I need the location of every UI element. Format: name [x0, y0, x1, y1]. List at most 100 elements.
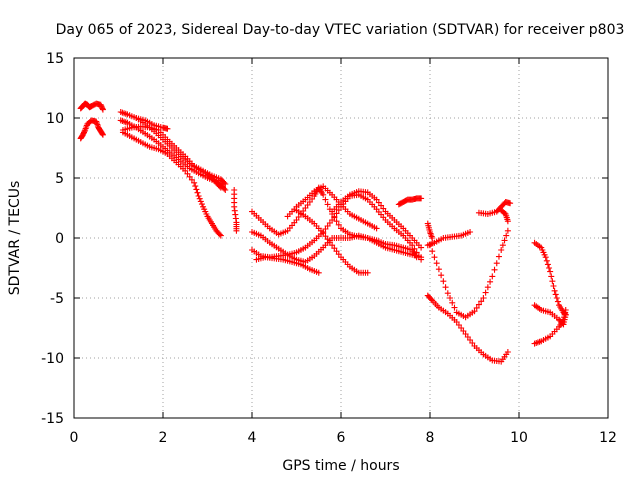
data-point [438, 272, 445, 279]
y-tick-label: -5 [50, 291, 64, 307]
data-point [431, 254, 438, 261]
x-axis-label: GPS time / hours [282, 458, 399, 474]
series-arc-r [427, 227, 511, 321]
data-point [221, 179, 228, 186]
data-point [484, 284, 491, 291]
data-point [231, 207, 238, 214]
grid-layer [74, 58, 608, 418]
y-tick-label: 10 [46, 111, 64, 127]
data-point [487, 278, 494, 285]
y-tick-label: -10 [41, 351, 64, 367]
data-point [232, 215, 239, 222]
data-point [544, 261, 551, 268]
data-point [451, 304, 458, 311]
data-point [507, 200, 514, 207]
data-point [409, 242, 416, 249]
data-point [482, 289, 489, 296]
data-point [504, 227, 511, 234]
data-point [478, 298, 485, 305]
x-tick-label: 4 [248, 430, 257, 446]
series-arc-q [424, 292, 511, 365]
series-arc-t [424, 220, 436, 241]
data-point [335, 207, 342, 214]
series-arc-a [77, 100, 106, 113]
y-tick-label: 0 [55, 231, 64, 247]
data-point [315, 269, 322, 276]
data-point [504, 218, 511, 225]
series-arc-l [253, 254, 322, 276]
x-tick-label: 8 [426, 430, 435, 446]
data-point [429, 248, 436, 255]
data-point [231, 203, 238, 210]
data-point [489, 273, 496, 280]
x-tick-label: 12 [599, 430, 617, 446]
data-point [554, 298, 561, 305]
data-point [222, 187, 229, 193]
data-point [324, 201, 331, 208]
data-point [320, 191, 327, 198]
data-point [195, 193, 202, 199]
data-point [164, 125, 171, 132]
data-point [493, 260, 500, 267]
tick-label-layer: 0 2 4 6 8 10 12 -15 -10 -5 0 5 10 15 [41, 51, 617, 446]
data-point [442, 284, 449, 291]
data-point [498, 247, 505, 253]
data-point [546, 265, 553, 271]
data-point [329, 217, 336, 223]
data-point [475, 301, 482, 308]
data-point [193, 186, 200, 193]
data-point [549, 278, 556, 285]
series-arc-p [395, 195, 425, 208]
series-arc-y [531, 307, 569, 347]
data-point [418, 195, 425, 202]
data-point [411, 245, 418, 252]
series-arc-g [133, 115, 171, 132]
data-point [435, 266, 442, 273]
data-point [548, 273, 555, 280]
data-point [335, 221, 342, 228]
series-arc-e [119, 123, 229, 187]
data-point [467, 229, 474, 235]
data-point [233, 227, 240, 234]
data-point [553, 295, 560, 301]
data-point [99, 106, 106, 113]
data-point [499, 242, 506, 249]
data-point [495, 253, 502, 260]
x-tick-label: 6 [337, 430, 346, 446]
data-point [232, 211, 239, 218]
data-point [333, 210, 340, 217]
data-point [331, 213, 338, 220]
x-tick-label: 10 [510, 430, 528, 446]
data-point [491, 266, 498, 273]
x-tick-label: 2 [159, 430, 168, 446]
series-arc-v [498, 207, 511, 225]
data-point [197, 198, 204, 205]
y-tick-label: -15 [41, 411, 64, 427]
series-arc-h [231, 187, 240, 234]
data-point [192, 183, 199, 190]
data-point [449, 299, 456, 306]
data-point [99, 131, 106, 138]
series-arc-o [284, 183, 380, 232]
data-point [440, 278, 447, 285]
series-arc-s [424, 229, 474, 249]
data-point [562, 307, 569, 313]
data-point [221, 185, 228, 192]
data-point [542, 254, 549, 261]
data-point [552, 291, 559, 298]
series-arc-k [249, 229, 425, 265]
data-point [322, 196, 329, 203]
tick-layer [73, 57, 609, 419]
y-axis-label: SDTVAR / TECUs [7, 181, 23, 296]
data-point [429, 235, 436, 241]
data-point [99, 130, 106, 137]
data-point [550, 283, 557, 289]
data-point [196, 195, 203, 202]
chart-title: Day 065 of 2023, Sidereal Day-to-day VTE… [56, 22, 625, 38]
data-point [99, 105, 106, 112]
data-point [191, 179, 198, 186]
data-point [503, 232, 510, 239]
data-point [428, 296, 435, 303]
